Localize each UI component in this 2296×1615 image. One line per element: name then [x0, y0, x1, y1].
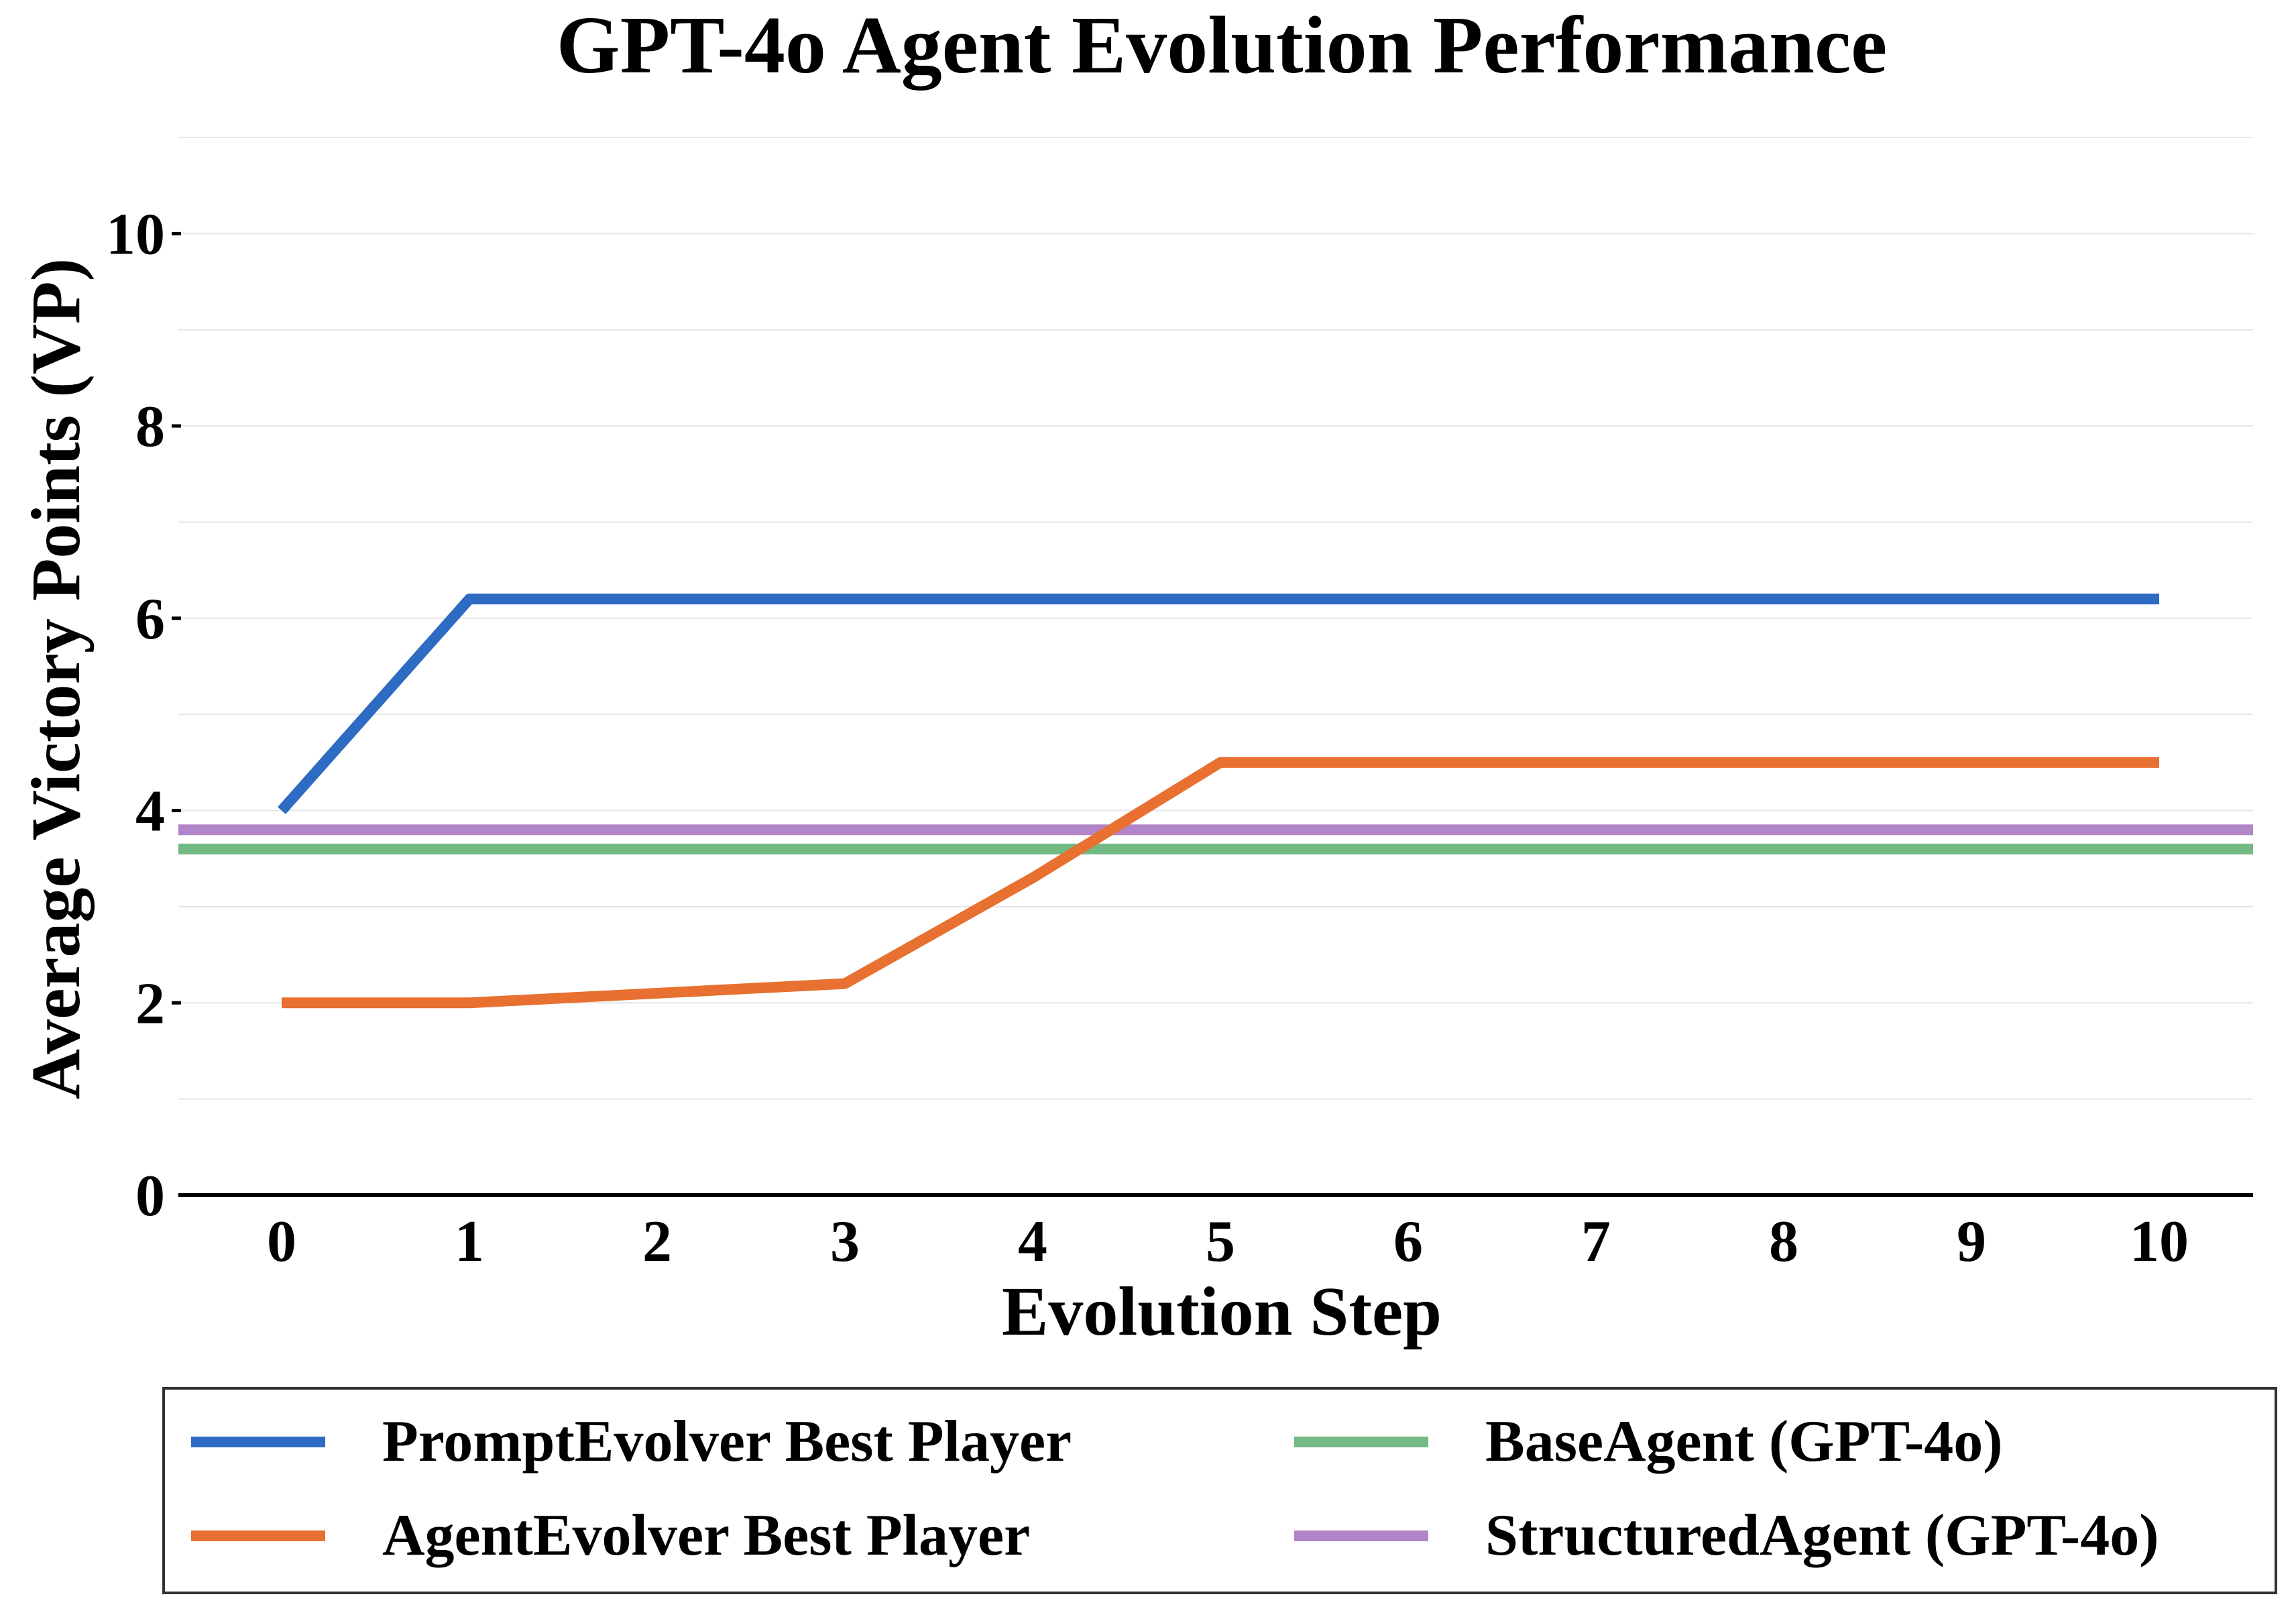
x-tick-label: 8 [1769, 1209, 1798, 1274]
legend-label: BaseAgent (GPT-4o) [1485, 1409, 2003, 1474]
series-line [278, 594, 2159, 814]
legend-label: PromptEvolver Best Player [382, 1409, 1072, 1474]
y-axis-label: Average Victory Points (VP) [17, 258, 95, 1099]
y-tick-label: 4 [135, 779, 165, 844]
x-tick-label: 3 [830, 1209, 860, 1274]
x-tick-label: 7 [1581, 1209, 1611, 1274]
y-tick-label: 10 [106, 202, 165, 267]
legend-label: AgentEvolver Best Player [382, 1503, 1030, 1568]
chart-title: GPT-4o Agent Evolution Performance [557, 0, 1888, 91]
x-tick-label: 1 [455, 1209, 484, 1274]
series-line [282, 757, 2159, 1009]
x-tick-label: 0 [267, 1209, 296, 1274]
x-tick-label: 5 [1206, 1209, 1235, 1274]
legend: PromptEvolver Best Player AgentEvolver Be… [162, 1387, 2277, 1594]
y-tick-label: 8 [135, 394, 165, 459]
x-tick-label: 10 [2130, 1209, 2189, 1274]
x-tick-label: 2 [642, 1209, 672, 1274]
y-tick-label: 6 [135, 587, 165, 652]
y-tick-label: 2 [135, 971, 165, 1036]
y-axis-ticks: 0 2 4 6 8 10 [106, 202, 181, 1229]
grid-lines [178, 137, 2253, 1100]
y-tick-label: 0 [135, 1164, 165, 1229]
legend-label: StructuredAgent (GPT-4o) [1485, 1503, 2159, 1568]
x-axis-label: Evolution Step [1002, 1273, 1442, 1350]
x-tick-label: 9 [1957, 1209, 1986, 1274]
reference-lines [178, 824, 2253, 854]
x-axis-ticks: 0 1 2 3 4 5 6 7 8 9 10 [267, 1209, 2189, 1274]
series-lines [278, 594, 2159, 1009]
legend-frame [162, 1387, 2277, 1594]
x-tick-label: 6 [1393, 1209, 1423, 1274]
x-tick-label: 4 [1018, 1209, 1047, 1274]
